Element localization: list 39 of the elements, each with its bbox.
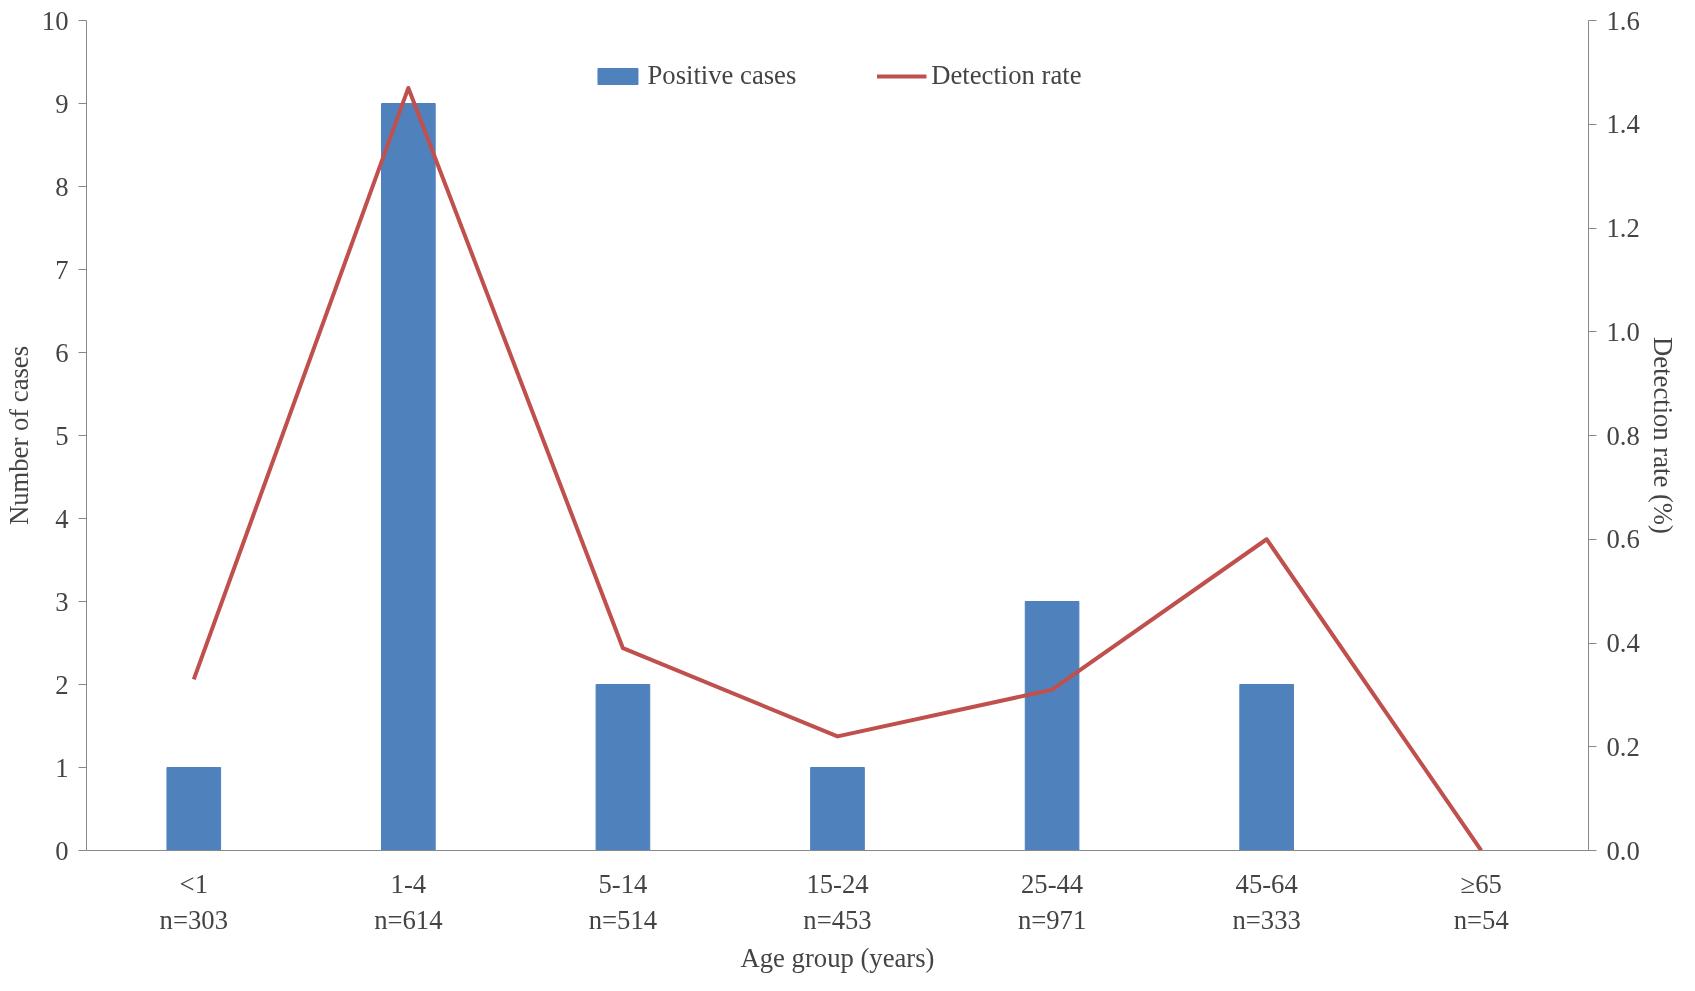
bar	[810, 767, 865, 851]
x-tick-label: 1-4 n=614	[374, 868, 443, 935]
line-series	[191, 85, 1484, 851]
x-tick-label: 5-14 n=514	[588, 868, 658, 935]
y2-tick-label: 0.6	[1606, 524, 1640, 555]
y-tick-label: 3	[55, 586, 69, 617]
y2-tick-label: 1.4	[1606, 109, 1640, 140]
y-tick-label: 1	[55, 752, 69, 783]
legend-label: Detection rate	[931, 60, 1082, 91]
legend-label: Positive cases	[647, 60, 797, 91]
y-axis-title: Number of cases	[3, 345, 34, 526]
y-tick-label: 6	[55, 337, 69, 368]
y-tick-label: 0	[55, 835, 69, 866]
x-tick-label: ≥65 n=54	[1453, 868, 1509, 935]
bar	[166, 767, 222, 851]
y-tick-label: 2	[55, 669, 69, 700]
bar	[381, 103, 436, 851]
bar	[1239, 684, 1294, 851]
x-axis-title: Age group (years)	[740, 942, 935, 973]
y2-tick-label: 1.2	[1606, 213, 1640, 243]
y2-axis-title: Detection rate (%)	[1647, 337, 1678, 534]
x-tick-label: 45-64 n=333	[1232, 868, 1301, 935]
x-tick-label: <1 n=303	[159, 868, 228, 935]
y-tick-label: 10	[41, 5, 69, 36]
y2-tick-label: 0.2	[1606, 731, 1640, 762]
y-tick-label: 5	[55, 420, 69, 451]
bar	[1024, 601, 1080, 851]
y2-tick-label: 1.0	[1606, 316, 1640, 347]
y2-tick-label: 0.8	[1606, 420, 1640, 451]
y2-tick-label: 1.6	[1606, 5, 1640, 36]
y2-tick-label: 0.0	[1606, 835, 1640, 866]
y-tick-label: 8	[55, 171, 69, 202]
bar	[595, 684, 651, 851]
y2-tick-label: 0.4	[1606, 628, 1640, 658]
y-tick-label: 7	[55, 254, 69, 285]
x-tick-label: 25-44 n=971	[1017, 868, 1087, 935]
y-tick-label: 4	[55, 503, 69, 534]
y-tick-label: 9	[55, 88, 69, 119]
x-tick-label: 15-24 n=453	[803, 868, 872, 935]
